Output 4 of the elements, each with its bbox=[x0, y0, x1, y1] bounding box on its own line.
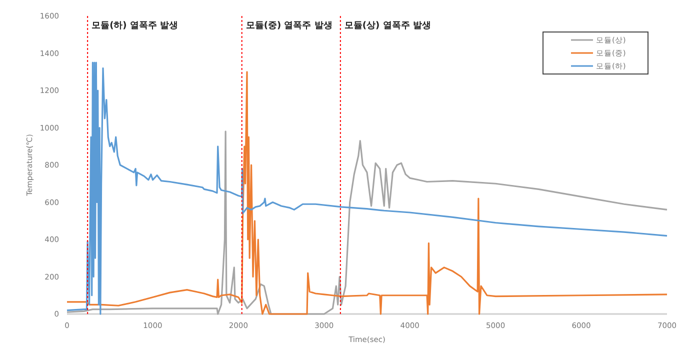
ref-line-label: 모듈(상) 열폭주 발생 bbox=[344, 21, 431, 31]
line-series bbox=[66, 130, 668, 315]
ref-line-label: 모듈(중) 열폭주 발생 bbox=[246, 21, 332, 31]
ref-line-label: 모듈(하) 열폭주 발생 bbox=[92, 21, 178, 31]
